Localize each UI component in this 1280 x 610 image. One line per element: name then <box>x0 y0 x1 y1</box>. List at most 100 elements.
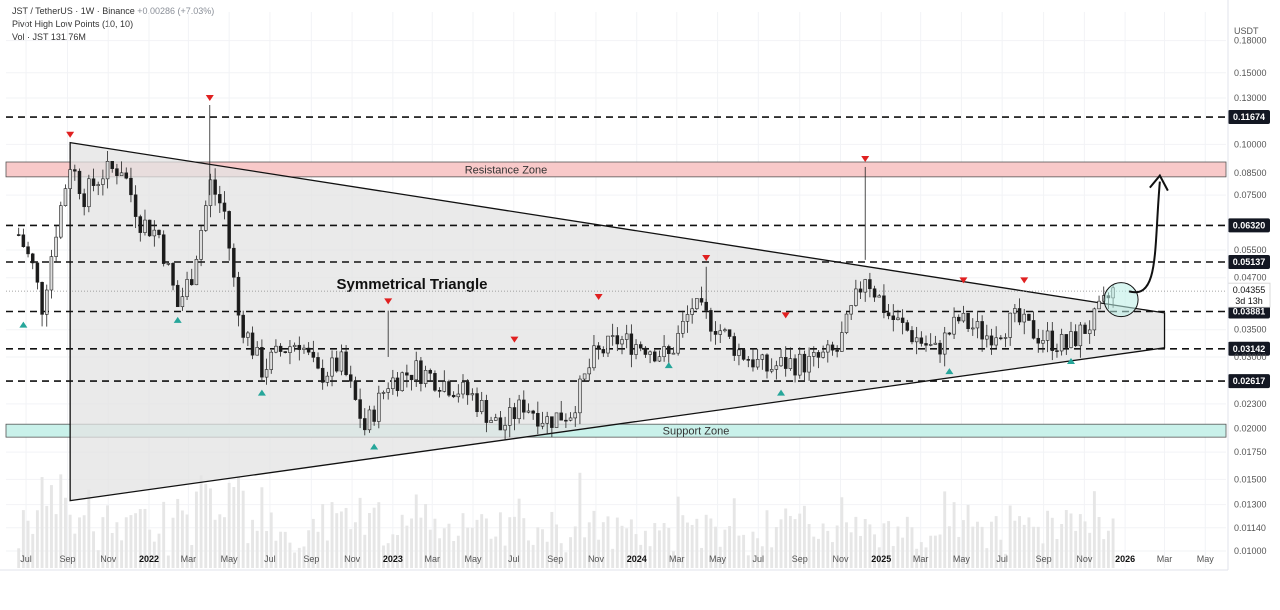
candle-bear <box>16 234 21 236</box>
price-tick-label: 0.02000 <box>1234 424 1267 434</box>
candle-bull <box>54 236 58 257</box>
volume-bar <box>924 547 928 568</box>
volume-bar <box>728 526 732 568</box>
indicator-label[interactable]: Pivot High Low Points (10, 10) <box>12 19 134 29</box>
volume-bar <box>433 518 437 568</box>
volume-bar <box>1078 514 1082 568</box>
volume-bar <box>498 512 502 568</box>
pivot-low-marker <box>1066 358 1075 365</box>
volume-bar <box>1064 509 1068 568</box>
volume-bar <box>620 525 624 568</box>
volume-bar <box>190 545 194 568</box>
candle-bear <box>349 374 353 382</box>
volume-bar <box>845 522 848 568</box>
candle-bull <box>269 351 273 370</box>
volume-bar <box>1036 526 1040 568</box>
candle-bear <box>278 345 283 352</box>
volume-bar <box>1055 538 1059 568</box>
volume-bar <box>503 545 507 568</box>
candle-bear <box>236 276 241 316</box>
candle-bear <box>956 316 961 322</box>
time-tick-label: Nov <box>344 554 361 564</box>
volume-bar <box>152 541 156 568</box>
candle-bull <box>573 412 577 419</box>
candle-bull <box>985 335 989 340</box>
time-tick-label: Jul <box>508 554 520 564</box>
candle-bull <box>1059 334 1064 352</box>
volume-bar <box>489 538 493 568</box>
candle-bear <box>115 168 119 176</box>
volume-bar <box>438 538 442 568</box>
volume-bar <box>382 545 385 568</box>
pivot-high-marker <box>66 131 75 138</box>
volume-bar <box>573 526 577 568</box>
level-badge-label: 0.02617 <box>1233 376 1266 386</box>
candle-bear <box>316 357 320 369</box>
volume-bar <box>405 525 409 568</box>
candle-bull <box>180 296 185 308</box>
pivots-layer <box>19 94 1075 450</box>
volume-bar <box>171 517 175 568</box>
candle-bull <box>540 422 545 427</box>
candle-bull <box>119 172 124 176</box>
candle-bull <box>204 205 208 231</box>
level-badge <box>1228 218 1270 233</box>
volume-bar <box>73 533 77 568</box>
volume-bar <box>896 526 900 568</box>
candle-bear <box>905 322 910 331</box>
candle-bear <box>35 262 40 283</box>
candle-bull <box>587 367 592 375</box>
volume-bar <box>1022 524 1026 568</box>
volume-bar <box>976 521 979 568</box>
volume-bar <box>746 555 750 568</box>
candle-bull <box>877 295 881 298</box>
candle-bear <box>175 284 180 308</box>
time-tick-label: Mar <box>1157 554 1173 564</box>
volume-bar <box>555 524 558 568</box>
volume-label[interactable]: Vol · JST 131.76M <box>12 32 86 42</box>
volume-bar <box>45 505 49 568</box>
volume-bar <box>335 513 339 568</box>
candle-bear <box>793 358 797 376</box>
candle-bear <box>475 393 479 413</box>
volume-bar <box>419 517 423 568</box>
current-price-badge <box>1227 282 1271 308</box>
volume-bar <box>68 514 72 568</box>
candle-bear <box>564 419 568 422</box>
candle-bull <box>933 342 938 345</box>
volume-bar <box>971 526 975 568</box>
candle-bull <box>68 169 72 189</box>
candle-bull <box>503 425 507 431</box>
volume-bar <box>166 555 170 568</box>
time-tick-label: Jul <box>20 554 32 564</box>
candle-bull <box>676 332 680 354</box>
volume-bar <box>470 527 474 568</box>
volume-bar <box>545 541 549 568</box>
candle-bull <box>152 229 157 237</box>
price-tick-label: 0.13000 <box>1234 93 1267 103</box>
volume-bar <box>194 491 198 568</box>
candle-bull <box>718 330 722 335</box>
candle-bear <box>133 194 138 217</box>
volume-bar <box>353 522 357 568</box>
volume-bar <box>611 548 615 568</box>
volume-bar <box>92 531 95 568</box>
candle-bear <box>783 357 788 369</box>
volume-bar <box>26 520 30 568</box>
volume-bar <box>321 504 325 568</box>
candle-bear <box>522 399 526 413</box>
candle-bear <box>727 329 732 337</box>
pivot-low-marker <box>257 389 266 396</box>
volume-bar <box>788 515 792 568</box>
pivot-high-marker <box>510 336 519 343</box>
volume-bar <box>283 531 287 568</box>
volume-bar <box>494 536 498 568</box>
candle-bear <box>26 246 30 255</box>
resistance-zone <box>5 161 1227 178</box>
symmetrical-triangle <box>69 141 1166 502</box>
volume-bar <box>414 494 418 568</box>
volume-bar <box>765 510 769 568</box>
volume-bar <box>17 548 21 568</box>
volume-bar <box>265 530 269 568</box>
